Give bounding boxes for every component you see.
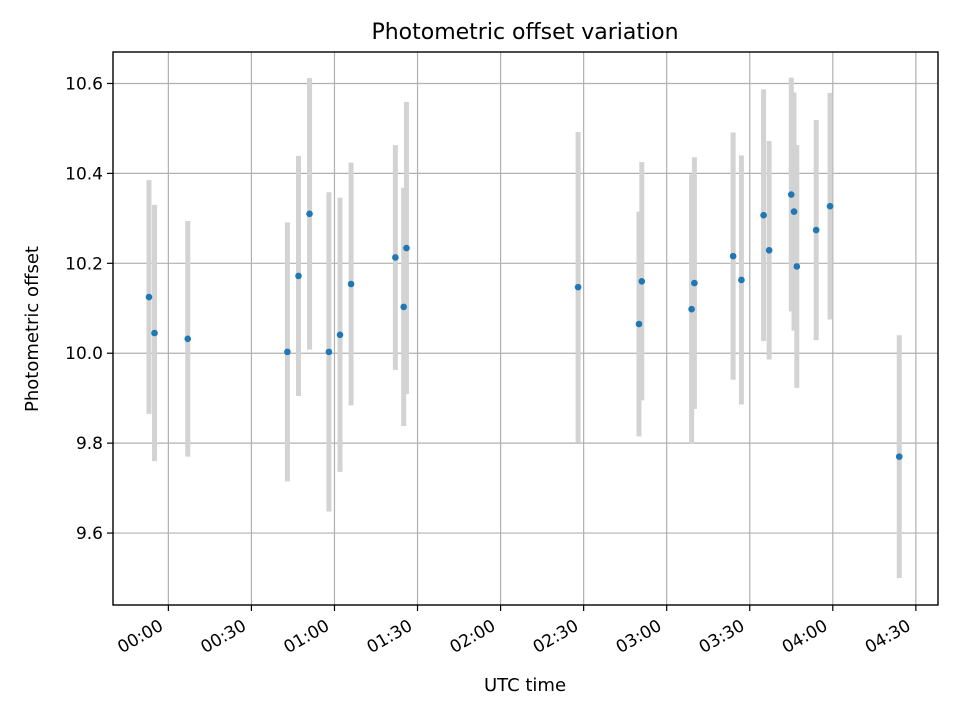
data-point	[895, 453, 903, 460]
data-point	[738, 276, 745, 284]
y-axis-label: Photometric offset	[22, 246, 43, 412]
data-point	[184, 335, 192, 343]
data-point	[812, 226, 820, 234]
chart-title: Photometric offset variation	[371, 20, 678, 45]
data-point	[688, 305, 695, 313]
plot-frame	[112, 51, 939, 606]
grid	[113, 52, 938, 605]
y-tick-label: 9.8	[76, 434, 103, 454]
x-axis-label: UTC time	[484, 675, 566, 696]
data-point	[574, 283, 582, 291]
y-tick-label: 10.2	[65, 254, 103, 274]
data-point	[306, 210, 313, 218]
data-point	[787, 191, 795, 198]
data-point	[295, 272, 302, 280]
data-point	[392, 254, 399, 261]
data-point	[347, 280, 355, 288]
data-point	[638, 277, 646, 285]
data-point	[336, 331, 344, 339]
data-point	[403, 244, 410, 252]
data-point	[325, 348, 333, 356]
data-point	[635, 320, 643, 328]
data-point	[729, 252, 737, 260]
data-point	[284, 348, 291, 356]
data-point	[151, 329, 158, 337]
y-tick-label: 9.6	[76, 524, 103, 544]
y-tick-label: 10.0	[65, 344, 103, 364]
data-point	[765, 246, 773, 254]
data-point	[790, 208, 798, 215]
data-point	[760, 211, 767, 219]
data-point	[826, 202, 834, 210]
data-point	[145, 293, 153, 301]
y-tick-label: 10.6	[65, 74, 103, 94]
data-points	[145, 191, 903, 460]
data-point	[691, 279, 698, 287]
y-tick-label: 10.4	[65, 164, 103, 184]
data-point	[400, 303, 407, 311]
data-point	[793, 263, 801, 270]
